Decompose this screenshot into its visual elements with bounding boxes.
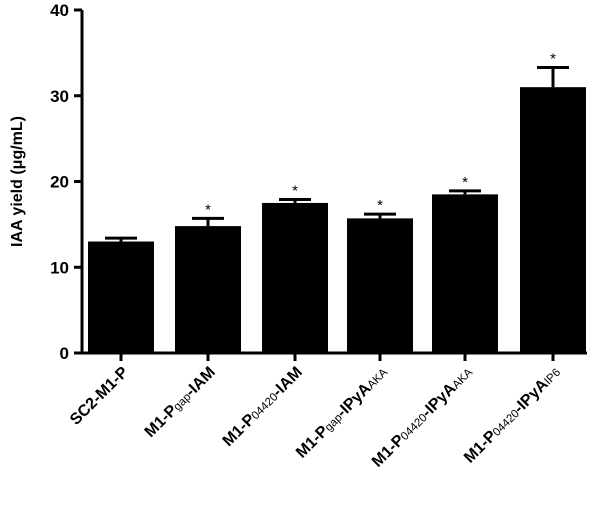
significance-star: * [462,174,468,191]
bar [520,87,586,354]
bar [432,194,498,353]
significance-star: * [377,197,383,214]
bar [262,202,328,353]
x-axis: SC2-M1-P M1-Pgap-IAMM1-P04420-IAMM1-Pgap-… [67,351,587,471]
x-category-label: M1-P04420-IPyAIP6 [461,364,564,467]
y-tick-label: 30 [50,87,69,106]
bar [175,226,241,353]
significance-star: * [550,50,556,67]
significance-star: * [292,183,298,200]
bar [88,241,154,353]
y-tick-label: 10 [50,258,69,277]
x-category-label: M1-Pgap-IPyAAKA [293,364,391,462]
y-axis: 0 10 20 30 40 [50,1,84,363]
x-category-label: M1-P04420-IAM [220,364,306,450]
y-tick-label: 40 [50,1,69,20]
y-axis-title: IAA yield (μg/mL) [9,116,26,247]
significance-star: * [205,201,211,218]
x-category-label: SC2-M1-P [67,364,132,429]
bars-group: * * * * * [88,50,586,354]
y-tick-label: 20 [50,173,69,192]
bar [347,218,413,353]
x-category-label: M1-Pgap-IAM [142,364,219,441]
y-tick-label: 0 [60,344,69,363]
